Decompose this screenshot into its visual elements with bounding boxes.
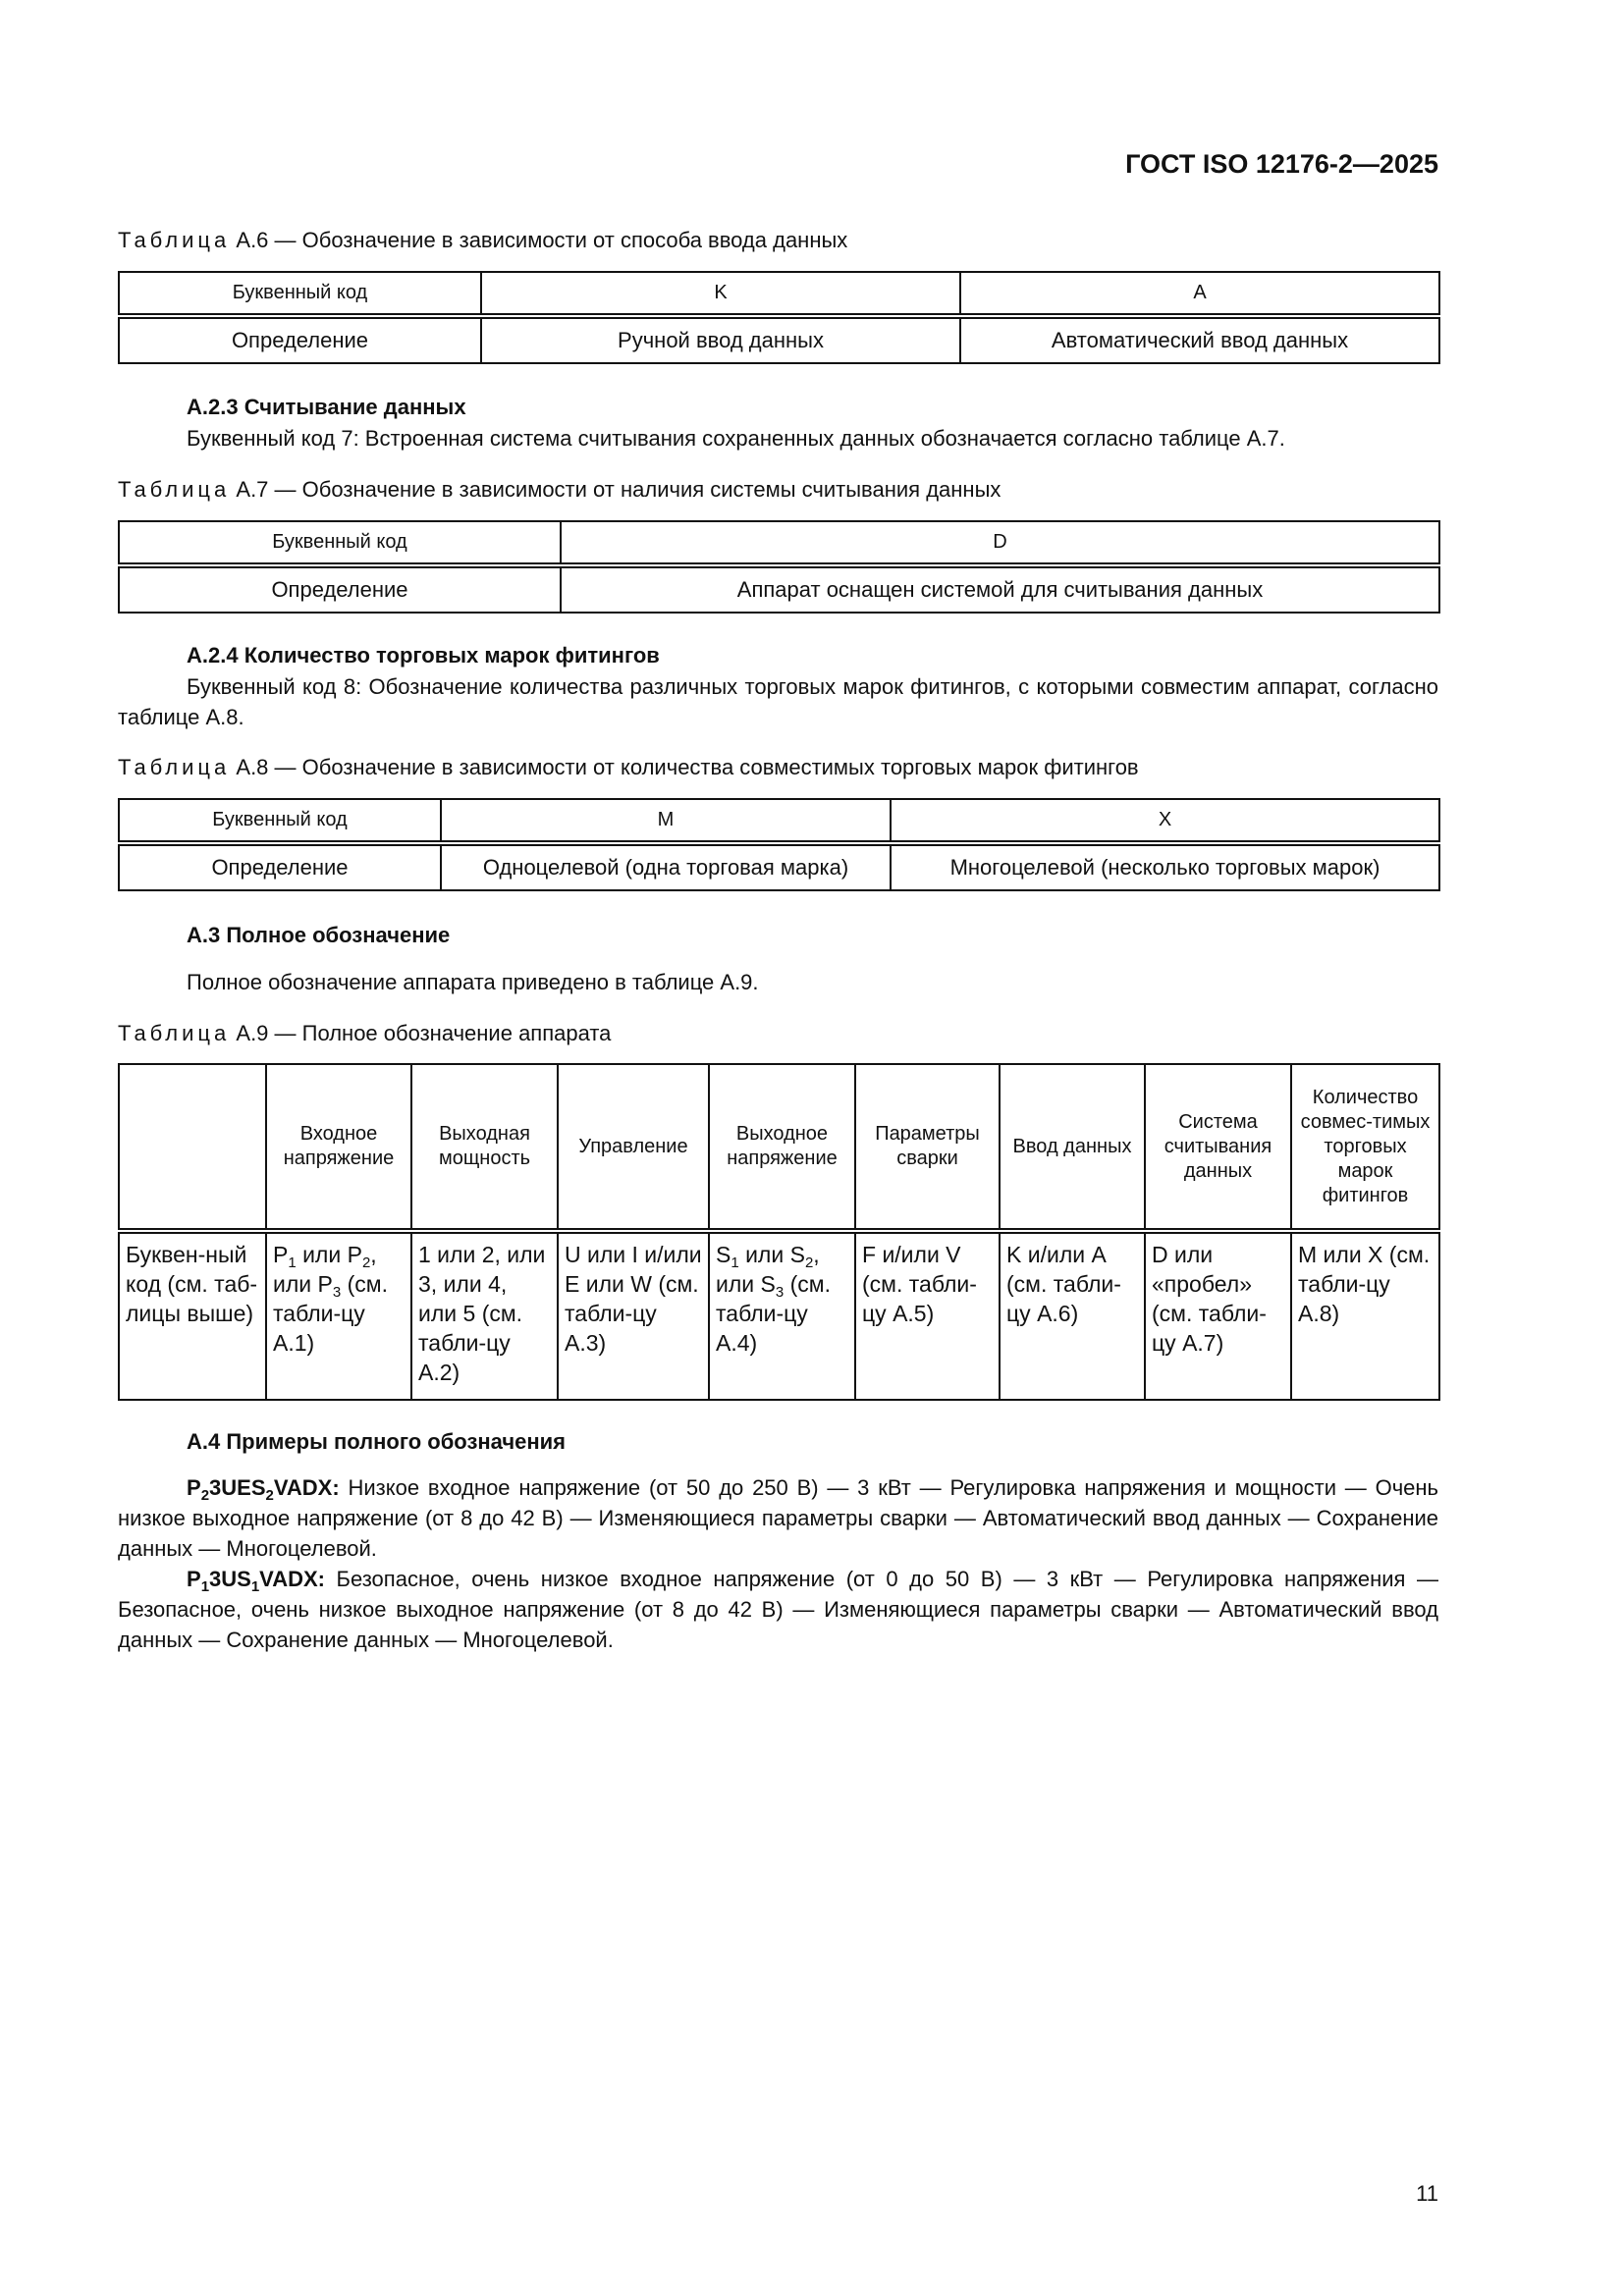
cell: Определение <box>118 562 562 614</box>
table-a9: Входное напряжение Выходная мощность Упр… <box>118 1063 1440 1401</box>
cell: P1 или P2, или P3 (см. табли-цу А.1) <box>265 1228 412 1401</box>
cell: X <box>890 798 1440 844</box>
cell: Буквенный код <box>118 798 442 844</box>
cell: K и/или A (см. табли-цу А.6) <box>999 1228 1146 1401</box>
paragraph-text: Полное обозначение аппарата приведено в … <box>187 970 759 994</box>
caption-prefix: Таблица <box>118 477 231 502</box>
example-text: Низкое входное напряжение (от 50 до 250 … <box>118 1475 1438 1561</box>
section-heading: А.4 Примеры полного обозначения <box>187 1429 567 1454</box>
table-a8-caption: Таблица А.8 — Обозначение в зависимости … <box>118 755 1139 780</box>
caption-prefix: Таблица <box>118 228 231 252</box>
cell: Одноцелевой (одна торговая марка) <box>440 840 892 891</box>
paragraph: Полное обозначение аппарата приведено в … <box>118 967 1438 997</box>
header-cell: Выходное напряжение <box>708 1063 856 1232</box>
section-heading: А.2.3 Считывание данных <box>187 395 466 419</box>
cell: M или X (см. табли-цу А.8) <box>1290 1228 1440 1401</box>
caption-text: А.8 — Обозначение в зависимости от колич… <box>236 755 1139 779</box>
header-cell: Ввод данных <box>999 1063 1146 1232</box>
cell: Ручной ввод данных <box>480 313 961 364</box>
cell: Буквен-ный код (см. таб-лицы выше) <box>118 1228 267 1401</box>
cell: Определение <box>118 840 442 891</box>
table-a9-caption: Таблица А.9 — Полное обозначение аппарат… <box>118 1021 611 1046</box>
table-a6: Буквенный код K A Определение Ручной ввод д… <box>118 271 1440 364</box>
cell: K <box>480 271 961 317</box>
table-a8: Буквенный код M X Определение Одноцелевой (… <box>118 798 1440 891</box>
caption-text: А.6 — Обозначение в зависимости от спосо… <box>236 228 848 252</box>
caption-prefix: Таблица <box>118 755 231 779</box>
header-cell <box>118 1063 267 1232</box>
cell: A <box>959 271 1440 317</box>
paragraph-text: Буквенный код 8: Обозначение количества … <box>118 674 1438 729</box>
table-a7: Буквенный код D Определение Аппарат оснаще… <box>118 520 1440 614</box>
paragraph: Буквенный код 7: Встроенная система счит… <box>118 423 1438 454</box>
cell: 1 или 2, или 3, или 4, или 5 (см. табли-… <box>410 1228 559 1401</box>
caption-text: А.7 — Обозначение в зависимости от налич… <box>236 477 1001 502</box>
cell: D <box>560 520 1440 566</box>
header-cell: Система считывания данных <box>1144 1063 1292 1232</box>
section-heading: А.3 Полное обозначение <box>187 923 451 947</box>
example-2: P13US1VADX: Безопасное, очень низкое вхо… <box>118 1564 1438 1655</box>
cell: S1 или S2, или S3 (см. табли-цу А.4) <box>708 1228 856 1401</box>
caption-prefix: Таблица <box>118 1021 231 1045</box>
header-cell: Входное напряжение <box>265 1063 412 1232</box>
cell: F и/или V (см. табли-цу А.5) <box>854 1228 1001 1401</box>
cell: Буквенный код <box>118 271 482 317</box>
cell: Аппарат оснащен системой для считывания … <box>560 562 1440 614</box>
caption-text: А.9 — Полное обозначение аппарата <box>236 1021 612 1045</box>
cell: U или I и/или E или W (см. табли-цу А.3) <box>557 1228 710 1401</box>
table-a6-caption: Таблица А.6 — Обозначение в зависимости … <box>118 228 847 253</box>
paragraph: Буквенный код 8: Обозначение количества … <box>118 671 1438 732</box>
designation-code: P23UES2VADX: <box>187 1475 340 1504</box>
example-1: P23UES2VADX: Низкое входное напряжение (… <box>118 1472 1438 1564</box>
table-a7-caption: Таблица А.7 — Обозначение в зависимости … <box>118 477 1001 503</box>
cell: D или «пробел» (см. табли-цу А.7) <box>1144 1228 1292 1401</box>
header-cell: Управление <box>557 1063 710 1232</box>
cell: Буквенный код <box>118 520 562 566</box>
paragraph-text: Буквенный код 7: Встроенная система счит… <box>187 426 1285 451</box>
cell: M <box>440 798 892 844</box>
designation-code: P13US1VADX: <box>187 1567 325 1595</box>
example-text: Безопасное, очень низкое входное напряже… <box>118 1567 1438 1652</box>
cell: Автоматический ввод данных <box>959 313 1440 364</box>
cell: Многоцелевой (несколько торговых марок) <box>890 840 1440 891</box>
section-heading: А.2.4 Количество торговых марок фитингов <box>187 643 660 667</box>
document-id: ГОСТ ISO 12176-2—2025 <box>1125 149 1438 179</box>
cell: Определение <box>118 313 482 364</box>
header-cell: Параметры сварки <box>854 1063 1001 1232</box>
header-cell: Выходная мощность <box>410 1063 559 1232</box>
header-cell: Количество совмес-тимых торговых марок ф… <box>1290 1063 1440 1232</box>
page-number: 11 <box>1416 2181 1438 2206</box>
